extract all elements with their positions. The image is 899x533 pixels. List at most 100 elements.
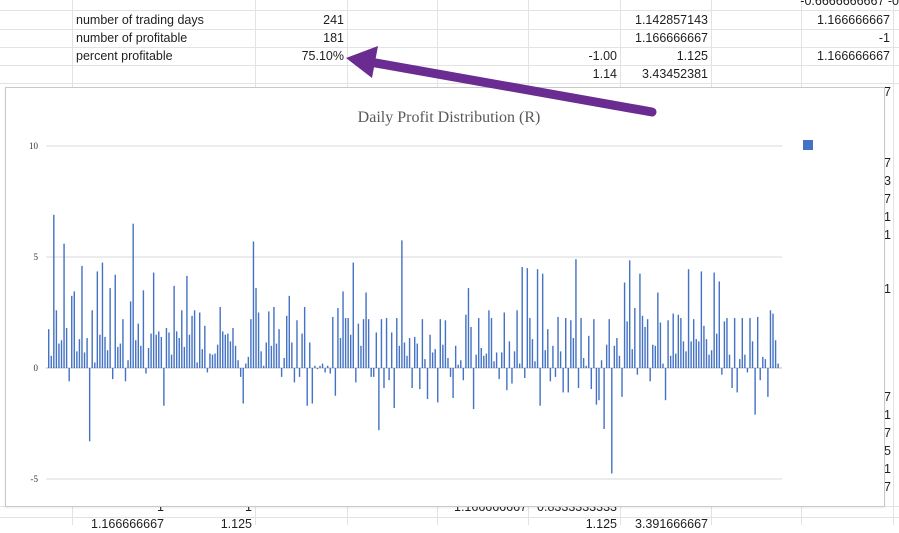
bar (403, 342, 406, 368)
cell-stat-label[interactable]: percent profitable (76, 49, 173, 63)
bar (119, 343, 122, 368)
bar (165, 328, 168, 368)
bar (751, 341, 754, 368)
cell-edge-digit[interactable]: 7 (884, 85, 891, 99)
bar (669, 355, 672, 368)
bar (99, 334, 101, 368)
cell-number[interactable]: 1.125 (585, 517, 617, 531)
cell-number[interactable]: 1 (245, 500, 252, 514)
bar (262, 365, 265, 368)
bar (342, 291, 344, 368)
row-divider (0, 65, 899, 66)
bar (603, 368, 605, 430)
bar (434, 349, 436, 368)
cell-edge-digit[interactable]: 1 (884, 462, 891, 476)
bar (454, 345, 457, 368)
bar (278, 329, 280, 368)
cell-number[interactable]: 3.391666667 (635, 517, 708, 531)
bar (127, 360, 129, 368)
cell-top-cut[interactable]: -0.6666666667 -0 (800, 0, 899, 8)
cell-number[interactable]: 1.166666667 (635, 31, 708, 45)
bar (132, 223, 134, 368)
bar (672, 313, 674, 368)
bar (628, 260, 631, 368)
cell-stat-value[interactable]: 181 (323, 31, 344, 45)
cell-number[interactable]: 1.125 (220, 517, 252, 531)
bar (549, 368, 552, 382)
bar (728, 354, 731, 368)
cell-edge-digit[interactable]: 7 (884, 192, 891, 206)
cell-edge-digit[interactable]: 7 (884, 390, 891, 404)
bar (424, 359, 426, 368)
bar (652, 344, 654, 368)
cell-stat-value[interactable]: 241 (323, 13, 344, 27)
bar (501, 352, 503, 368)
cell-edge-digit[interactable]: 7 (884, 426, 891, 440)
bar (536, 269, 539, 368)
cell-edge-digit[interactable]: 1 (884, 228, 891, 242)
bar (406, 355, 408, 368)
cell-number[interactable]: 1.14 (592, 67, 617, 81)
bar (467, 288, 470, 368)
bar (216, 344, 219, 368)
bar (739, 359, 741, 368)
cell-edge-digit[interactable]: 3 (884, 174, 891, 188)
bar (306, 368, 308, 406)
bar (634, 308, 636, 368)
cell-edge-digit[interactable]: 7 (884, 156, 891, 170)
bar (273, 306, 275, 368)
cell-number[interactable]: 1.166666667 (817, 49, 890, 63)
bar (483, 355, 485, 368)
bar (63, 243, 65, 368)
bar (209, 353, 211, 368)
cell-stat-label[interactable]: number of profitable (76, 31, 188, 45)
bar (444, 320, 447, 368)
bar (447, 358, 449, 368)
cell-number[interactable]: 1.142857143 (635, 13, 708, 27)
cell-number[interactable]: 1.125 (676, 49, 708, 63)
bar (191, 315, 193, 368)
bar (199, 312, 201, 368)
bar (150, 333, 152, 368)
cell-number[interactable]: 3.43452381 (641, 67, 708, 81)
cell-edge-digit[interactable]: 5 (884, 444, 891, 458)
bar (593, 319, 595, 368)
bar (598, 368, 600, 401)
bar (608, 319, 610, 368)
gridlines (46, 145, 782, 480)
bar (206, 368, 209, 373)
bar (562, 368, 564, 393)
row-divider (0, 83, 899, 84)
bar (224, 334, 227, 368)
cell-number[interactable]: 1.166666667 (91, 517, 164, 531)
cell-edge-digit[interactable]: 7 (884, 480, 891, 494)
bar (357, 323, 360, 368)
bar (641, 315, 644, 368)
bar (588, 335, 590, 368)
bar (552, 345, 554, 368)
cell-number[interactable]: 1.166666667 (817, 13, 890, 27)
bar (516, 310, 518, 368)
bar (355, 368, 357, 383)
bar (158, 331, 160, 368)
cell-edge-digit[interactable]: 1 (884, 282, 891, 296)
cell-edge-digit[interactable]: 1 (884, 408, 891, 422)
cell-edge-digit[interactable]: 1 (884, 210, 891, 224)
bar (245, 363, 247, 368)
cell-stat-label[interactable]: number of trading days (76, 13, 204, 27)
cell-number[interactable]: -1 (878, 31, 890, 45)
y-tick-label: 10 (29, 141, 39, 151)
bar (452, 368, 454, 398)
chart-container[interactable]: Daily Profit Distribution (R) 10 5 0 -5 (5, 87, 885, 507)
bar (485, 353, 488, 368)
bar (541, 273, 544, 368)
cell-stat-value[interactable]: 75.10% (301, 49, 344, 63)
bar (350, 334, 352, 368)
bar (53, 214, 55, 368)
bar (393, 368, 395, 408)
bar (416, 343, 418, 368)
bar (142, 290, 145, 368)
cell-number[interactable]: -1.00 (588, 49, 618, 63)
cell-number[interactable]: 1 (157, 500, 164, 514)
bar (229, 341, 232, 368)
